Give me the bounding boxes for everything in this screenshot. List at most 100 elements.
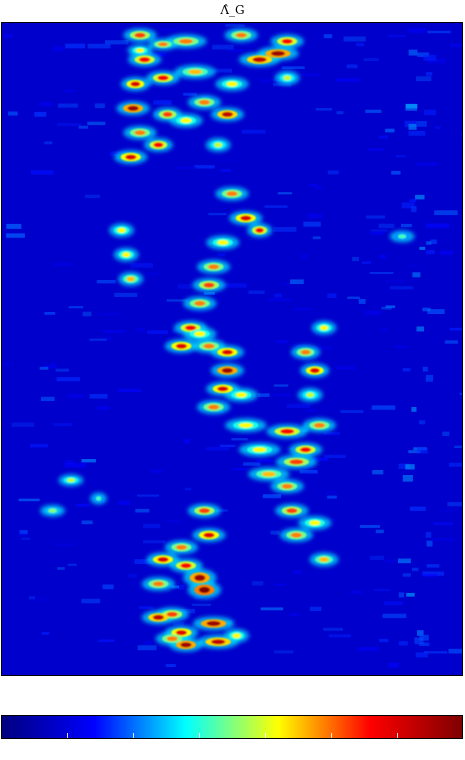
noise-streak (385, 128, 395, 133)
heatmap-blob-core (217, 239, 229, 246)
noise-streak (147, 330, 168, 334)
noise-streak (302, 73, 320, 77)
heatmap-blob-core (134, 32, 146, 38)
noise-streak (58, 103, 78, 108)
heatmap-blob-core (281, 483, 293, 489)
heatmap-blob-core (66, 478, 76, 483)
noise-streak (425, 374, 434, 382)
noise-streak (412, 272, 421, 278)
noise-streak (42, 365, 57, 369)
noise-streak (183, 439, 190, 444)
noise-streak (114, 292, 138, 297)
noise-streak (336, 111, 344, 115)
noise-streak (384, 601, 403, 606)
noise-streak (343, 36, 366, 42)
heatmap-blob-core (309, 367, 320, 374)
heatmap-blob-core (252, 447, 267, 453)
heatmap-blob-core (271, 50, 285, 57)
noise-streak (306, 409, 316, 412)
noise-streak (425, 72, 433, 76)
heatmap-blob-core (306, 392, 315, 398)
noise-streak (422, 307, 431, 312)
noise-streak (67, 563, 77, 566)
noise-streak (52, 262, 75, 267)
heatmap-blob-core (152, 614, 164, 621)
heatmap-blob-core (157, 556, 169, 563)
noise-streak (268, 298, 292, 302)
noise-streak (459, 392, 462, 395)
noise-streak (450, 43, 462, 47)
noise-streak (425, 223, 450, 229)
noise-streak (366, 215, 386, 219)
noise-streak (447, 502, 462, 507)
noise-streak (118, 500, 131, 505)
noise-streak (394, 345, 407, 348)
heatmap-blob-core (221, 367, 233, 374)
noise-streak (36, 597, 47, 602)
noise-streak (409, 506, 426, 511)
noise-streak (117, 388, 142, 393)
noise-streak (130, 263, 153, 268)
noise-streak (97, 312, 120, 316)
noise-streak (53, 543, 76, 546)
noise-streak (419, 246, 426, 250)
heatmap-blob-core (127, 105, 139, 111)
noise-streak (408, 131, 426, 136)
noise-streak (323, 34, 333, 39)
noise-streak (379, 638, 389, 643)
noise-streak (18, 533, 28, 537)
noise-streak (402, 475, 413, 482)
noise-streak (57, 567, 65, 570)
noise-streak (290, 279, 304, 285)
heatmap-blob-core (117, 227, 126, 233)
noise-streak (149, 469, 162, 473)
noise-streak (68, 306, 84, 309)
noise-streak (289, 613, 299, 616)
noise-streak (415, 652, 429, 658)
noise-streak (385, 280, 405, 283)
noise-streak (81, 459, 96, 463)
noise-streak (408, 27, 426, 33)
heatmap-blob-core (126, 276, 135, 282)
heatmap-blob-core (125, 154, 137, 160)
heatmap-blob-core (217, 386, 229, 392)
noise-streak (105, 40, 129, 45)
heatmap-blob-core (134, 130, 146, 136)
noise-streak (381, 328, 388, 333)
noise-streak (256, 459, 273, 463)
noise-streak (56, 123, 81, 127)
noise-streak (379, 135, 388, 139)
noise-streak (87, 121, 106, 126)
noise-streak (274, 650, 294, 654)
noise-streak (177, 284, 192, 289)
noise-streak (44, 141, 53, 145)
heatmap-blob-core (188, 69, 203, 75)
noise-streak (427, 30, 451, 34)
heatmap-blob-core (194, 300, 206, 306)
noise-streak (4, 34, 14, 38)
noise-streak (262, 494, 281, 499)
heatmap-blob-core (180, 563, 192, 569)
noise-streak (416, 121, 427, 127)
noise-streak (153, 100, 172, 105)
noise-streak (379, 254, 386, 259)
noise-streak (184, 487, 192, 491)
noise-streak (67, 394, 84, 399)
noise-streak (327, 293, 337, 298)
noise-streak (449, 327, 462, 331)
noise-streak (374, 588, 391, 592)
heatmap-blob-core (255, 227, 264, 233)
noise-streak (137, 645, 157, 651)
noise-streak (38, 102, 53, 107)
heatmap-blob-core (280, 428, 295, 434)
noise-streak (408, 123, 417, 130)
noise-streak (40, 396, 55, 401)
noise-streak (414, 637, 424, 645)
heatmap-blob-core (153, 142, 164, 148)
noise-streak (388, 34, 406, 37)
noise-streak (398, 592, 404, 598)
heatmap-blob-core (235, 32, 247, 38)
noise-streak (409, 199, 417, 203)
heatmap-blob-core (130, 81, 141, 87)
noise-streak (398, 641, 408, 646)
